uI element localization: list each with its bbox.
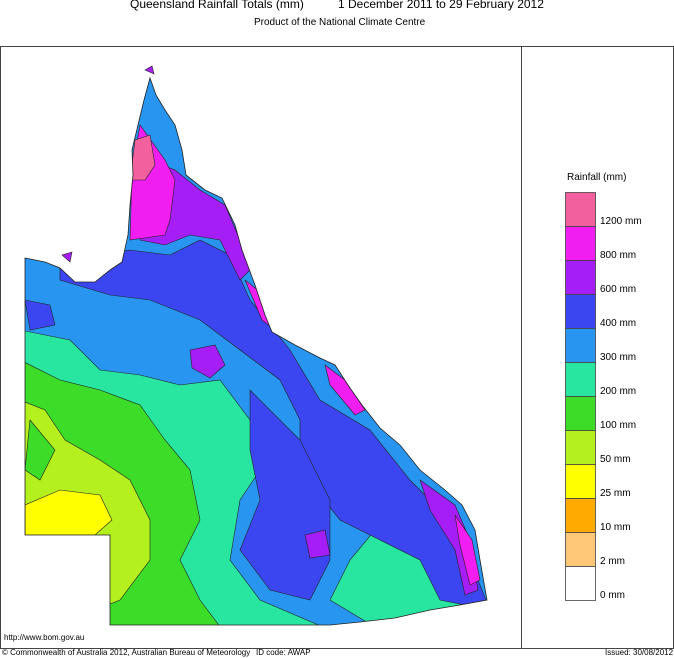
legend-label: 2 mm — [600, 556, 625, 567]
rain-zone — [304, 529, 331, 559]
rain-zone — [25, 419, 56, 481]
legend-label: 1200 mm — [600, 216, 642, 227]
footer-url: http://www.bom.gov.au — [4, 633, 84, 642]
island — [144, 65, 155, 75]
rain-zone — [324, 364, 366, 416]
rain-zone — [129, 134, 156, 181]
legend-label: 600 mm — [600, 284, 636, 295]
footer-copyright: © Commonwealth of Australia 2012, Austra… — [2, 648, 250, 657]
rain-zone — [189, 344, 226, 379]
legend-swatch — [565, 192, 596, 227]
legend-swatch — [565, 532, 596, 567]
legend-title: Rainfall (mm) — [567, 172, 626, 183]
island — [61, 251, 73, 263]
rain-zone — [454, 514, 481, 586]
rain-zone — [25, 489, 113, 536]
legend-swatch — [565, 226, 596, 261]
legend-label: 0 mm — [600, 590, 625, 601]
footer-id: ID code: AWAP — [256, 648, 311, 657]
legend-label: 50 mm — [600, 454, 631, 465]
legend-label: 100 mm — [600, 420, 636, 431]
legend-swatch — [565, 260, 596, 295]
map-subtitle: Product of the National Climate Centre — [254, 17, 426, 28]
footer-issued: Issued: 30/08/2012 — [605, 648, 674, 657]
legend-label: 25 mm — [600, 488, 631, 499]
legend-label: 300 mm — [600, 352, 636, 363]
legend-swatch — [565, 430, 596, 465]
legend: 1200 mm 800 mm 600 mm 400 mm 300 mm 200 mm 100… — [565, 192, 642, 601]
legend-swatch — [565, 362, 596, 397]
legend-label: 400 mm — [600, 318, 636, 329]
legend-swatch — [565, 498, 596, 533]
rain-zone — [25, 299, 56, 331]
rainfall-map — [25, 78, 487, 625]
map-title: Queensland Rainfall Totals (mm) — [130, 0, 304, 11]
legend-swatch — [565, 294, 596, 329]
legend-swatch — [565, 464, 596, 499]
legend-swatch — [565, 566, 596, 601]
map-period: 1 December 2011 to 29 February 2012 — [338, 0, 544, 11]
rain-zone — [419, 479, 479, 596]
legend-label: 200 mm — [600, 386, 636, 397]
legend-label: 800 mm — [600, 250, 636, 261]
legend-swatch — [565, 328, 596, 363]
legend-swatch — [565, 396, 596, 431]
legend-label: 10 mm — [600, 522, 631, 533]
